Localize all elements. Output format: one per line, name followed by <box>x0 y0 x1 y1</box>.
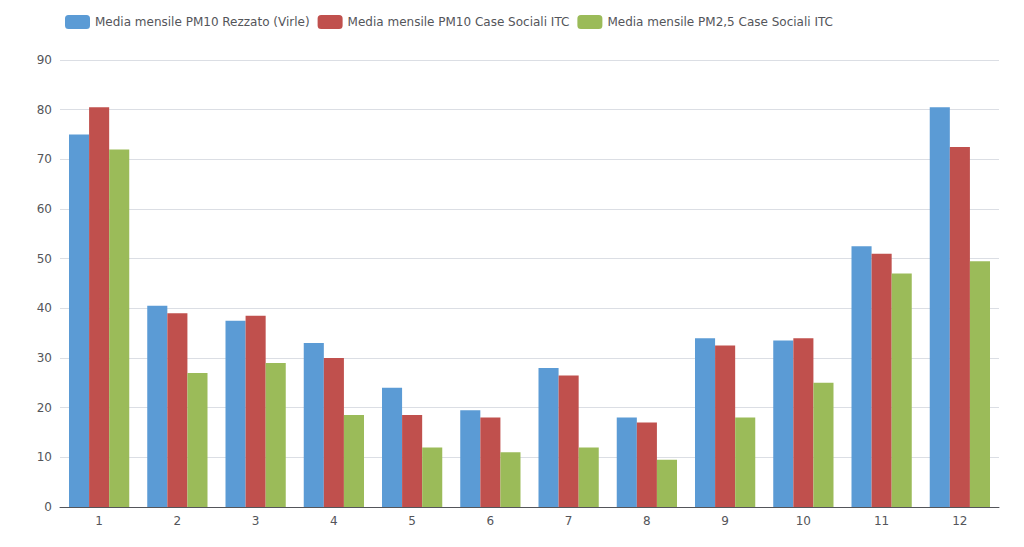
svg-text:9: 9 <box>721 514 729 528</box>
svg-text:7: 7 <box>565 514 573 528</box>
svg-text:Media mensile PM10 Case Social: Media mensile PM10 Case Sociali ITC <box>348 15 570 29</box>
svg-text:90: 90 <box>37 53 52 67</box>
svg-text:8: 8 <box>643 514 651 528</box>
svg-text:0: 0 <box>44 500 52 514</box>
svg-text:1: 1 <box>95 514 103 528</box>
svg-text:70: 70 <box>37 152 52 166</box>
svg-text:20: 20 <box>37 401 52 415</box>
svg-text:10: 10 <box>796 514 811 528</box>
svg-text:10: 10 <box>37 450 52 464</box>
svg-text:5: 5 <box>408 514 416 528</box>
svg-text:4: 4 <box>330 514 338 528</box>
svg-text:Media mensile PM2,5 Case Socia: Media mensile PM2,5 Case Sociali ITC <box>607 15 833 29</box>
svg-text:30: 30 <box>37 351 52 365</box>
svg-text:6: 6 <box>487 514 495 528</box>
svg-text:Media mensile PM10 Rezzato (Vi: Media mensile PM10 Rezzato (Virle) <box>95 15 310 29</box>
svg-text:3: 3 <box>252 514 260 528</box>
svg-text:40: 40 <box>37 301 52 315</box>
svg-text:12: 12 <box>952 514 967 528</box>
svg-text:60: 60 <box>37 202 52 216</box>
svg-text:2: 2 <box>174 514 182 528</box>
svg-text:11: 11 <box>874 514 889 528</box>
svg-text:50: 50 <box>37 252 52 266</box>
svg-text:80: 80 <box>37 103 52 117</box>
